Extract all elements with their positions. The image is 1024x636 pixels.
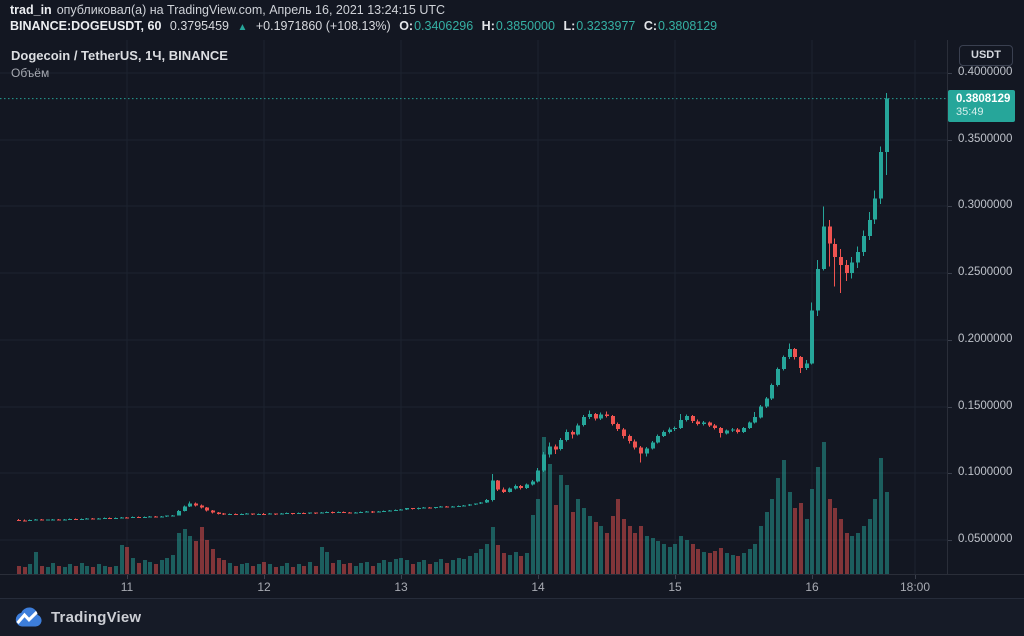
current-price-badge: 0.3808129 35:49 xyxy=(948,90,1015,122)
price-axis-tick xyxy=(948,407,952,408)
symbol-name[interactable]: BINANCE:DOGEUSDT, 60 xyxy=(10,19,162,33)
price-axis-label: 0.1000000 xyxy=(958,466,1013,478)
time-axis-tick xyxy=(127,575,128,579)
price-axis-label: 0.2500000 xyxy=(958,266,1013,278)
price-axis-label: 0.1500000 xyxy=(958,400,1013,412)
price-axis-tick xyxy=(948,73,952,74)
tradingview-brand-link[interactable]: TradingView xyxy=(14,607,141,628)
close-value: 0.3808129 xyxy=(658,19,718,33)
publish-text: опубликовал(а) на TradingView.com, Апрел… xyxy=(56,3,446,17)
price-axis-label: 0.3500000 xyxy=(958,133,1013,145)
time-axis-label: 15 xyxy=(668,580,682,594)
low-label: L: xyxy=(563,19,576,33)
time-axis-tick xyxy=(812,575,813,579)
time-axis-label: 12 xyxy=(257,580,271,594)
time-axis-tick xyxy=(401,575,402,579)
time-axis-tick xyxy=(538,575,539,579)
time-axis-label: 13 xyxy=(394,580,408,594)
price-axis-label: 0.3000000 xyxy=(958,199,1013,211)
candlestick-volume-chart[interactable] xyxy=(0,40,947,574)
symbol-info-bar: BINANCE:DOGEUSDT, 60 0.3795459 ▲ +0.1971… xyxy=(10,19,722,33)
time-axis-tick xyxy=(675,575,676,579)
price-axis-label: 0.4000000 xyxy=(958,66,1013,78)
chart-legend-title[interactable]: Dogecoin / TetherUS, 1Ч, BINANCE xyxy=(11,48,228,63)
tradingview-logo-icon xyxy=(15,607,42,627)
price-axis-tick xyxy=(948,273,952,274)
time-axis-label: 18:00 xyxy=(899,580,931,594)
price-change: +0.1971860 (+108.13%) xyxy=(255,19,391,33)
open-label: O: xyxy=(399,19,414,33)
bar-countdown: 35:49 xyxy=(956,106,984,118)
price-axis-label: 0.2000000 xyxy=(958,333,1013,345)
price-axis-tick xyxy=(948,340,952,341)
currency-toggle-button[interactable]: USDT xyxy=(959,45,1013,66)
footer-bar: TradingView xyxy=(0,598,1024,636)
price-axis-tick xyxy=(948,473,952,474)
brand-name: TradingView xyxy=(51,609,142,626)
close-label: C: xyxy=(643,19,658,33)
current-price-value: 0.3808129 xyxy=(956,93,1011,105)
time-axis-tick xyxy=(915,575,916,579)
time-axis-tick xyxy=(264,575,265,579)
time-axis-label: 16 xyxy=(805,580,819,594)
price-axis-tick xyxy=(948,540,952,541)
open-value: 0.3406296 xyxy=(414,19,474,33)
last-price: 0.3795459 xyxy=(169,19,229,33)
time-axis-label: 11 xyxy=(120,580,134,594)
time-axis[interactable]: 11 12 13 14 15 16 18:00 xyxy=(0,574,1024,598)
high-value: 0.3850000 xyxy=(495,19,555,33)
price-axis-tick xyxy=(948,140,952,141)
author-link[interactable]: trad_in xyxy=(10,3,52,17)
price-axis[interactable]: USDT 0.3808129 35:49 0.4000000 0.3500000 0… xyxy=(947,40,1024,574)
volume-indicator-label[interactable]: Объём xyxy=(11,66,50,80)
price-axis-label: 0.0500000 xyxy=(958,533,1013,545)
publish-info: trad_in опубликовал(а) на TradingView.com… xyxy=(10,3,445,17)
time-axis-label: 14 xyxy=(531,580,545,594)
chart-pane[interactable]: Dogecoin / TetherUS, 1Ч, BINANCE Объём xyxy=(0,40,947,574)
up-arrow-icon: ▲ xyxy=(237,22,248,33)
price-axis-tick xyxy=(948,206,952,207)
high-label: H: xyxy=(481,19,495,33)
low-value: 0.3233977 xyxy=(576,19,636,33)
